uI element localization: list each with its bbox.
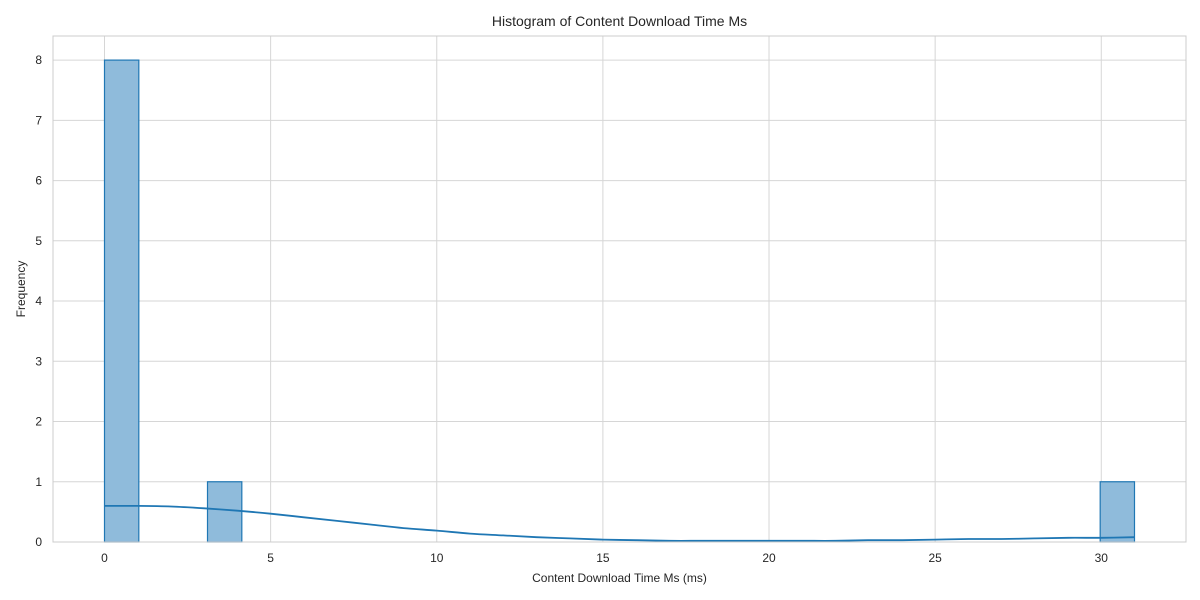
x-tick-label: 15 xyxy=(596,551,610,565)
y-tick-label: 6 xyxy=(35,174,42,188)
plot-frame xyxy=(52,35,1187,543)
x-tick-label: 10 xyxy=(430,551,444,565)
x-tick-label: 0 xyxy=(101,551,108,565)
x-axis-label: Content Download Time Ms (ms) xyxy=(532,571,707,585)
x-tick-label: 25 xyxy=(928,551,942,565)
bars xyxy=(103,59,1136,543)
histogram-bar xyxy=(206,481,243,543)
kde-curve xyxy=(104,504,1135,542)
y-tick-label: 7 xyxy=(35,113,42,127)
x-tick-label: 5 xyxy=(267,551,274,565)
y-tick-label: 1 xyxy=(35,475,42,489)
kde-line xyxy=(104,504,1135,542)
y-tick-label: 8 xyxy=(35,53,42,67)
histogram-bar xyxy=(1099,481,1136,543)
histogram-bar xyxy=(103,59,140,543)
x-ticks: 0 5 10 15 20 25 30 xyxy=(101,551,1108,565)
y-tick-label: 5 xyxy=(35,234,42,248)
y-ticks: 0 1 2 3 4 5 6 7 8 xyxy=(35,53,42,549)
y-tick-label: 2 xyxy=(35,415,42,429)
y-axis-label: Frequency xyxy=(14,261,28,318)
chart-title: Histogram of Content Download Time Ms xyxy=(492,13,747,29)
y-tick-label: 3 xyxy=(35,354,42,368)
grid xyxy=(53,36,1186,543)
y-tick-label: 4 xyxy=(35,294,42,308)
y-tick-label: 0 xyxy=(35,535,42,549)
x-tick-label: 20 xyxy=(762,551,776,565)
x-tick-label: 30 xyxy=(1095,551,1109,565)
